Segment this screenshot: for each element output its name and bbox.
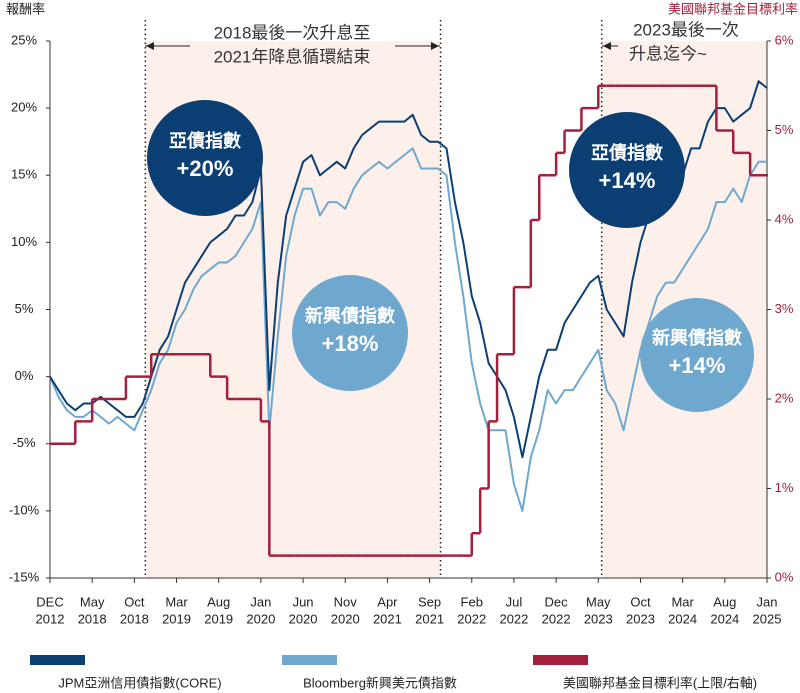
y2-tick-label: 0% <box>775 569 794 584</box>
x-tick-label: 2012 <box>36 611 65 626</box>
y-tick-label: 25% <box>11 32 37 47</box>
annotation-text: 2023最後一次 <box>633 20 739 39</box>
y2-tick-label: 5% <box>775 122 794 137</box>
y2-tick-label: 3% <box>775 301 794 316</box>
legend-swatch <box>533 655 588 665</box>
arrow-head <box>603 42 611 50</box>
y2-tick-label: 4% <box>775 211 794 226</box>
arrow-head <box>146 42 154 50</box>
x-tick-label: Mar <box>671 594 694 609</box>
x-tick-label: 2024 <box>710 611 739 626</box>
callout-circle <box>292 275 408 391</box>
y-tick-label: 5% <box>15 301 34 316</box>
x-tick-label: 2020 <box>331 611 360 626</box>
x-tick-label: 2025 <box>753 611 782 626</box>
legend-swatch <box>30 655 85 665</box>
x-tick-label: 2022 <box>457 611 486 626</box>
callout-circle <box>640 298 754 412</box>
legend-label: Bloomberg新興美元債指數 <box>303 675 457 690</box>
y-tick-label: -5% <box>12 435 36 450</box>
y2-tick-label: 6% <box>775 32 794 47</box>
x-tick-label: 2021 <box>373 611 402 626</box>
callout-value: +14% <box>669 353 726 378</box>
annotation-text: 2021年降息循環結束 <box>214 47 371 66</box>
y-tick-label: 15% <box>11 167 37 182</box>
x-tick-label: 2019 <box>204 611 233 626</box>
legend-swatch <box>282 655 337 665</box>
y2-axis-label: 美國聯邦基金目標利率 <box>668 1 798 16</box>
arrow-head <box>431 42 439 50</box>
y2-tick-label: 2% <box>775 390 794 405</box>
callout-circle <box>147 100 263 216</box>
x-tick-label: Aug <box>713 594 736 609</box>
annotation-text: 2018最後一次升息至 <box>214 23 371 42</box>
x-tick-label: 2020 <box>289 611 318 626</box>
y2-tick-label: 1% <box>775 480 794 495</box>
x-tick-label: 2023 <box>626 611 655 626</box>
x-tick-label: 2022 <box>542 611 571 626</box>
callout-value: +14% <box>599 168 656 193</box>
x-tick-label: Oct <box>124 594 145 609</box>
x-tick-label: Aug <box>207 594 230 609</box>
callout-value: +20% <box>177 156 234 181</box>
x-tick-label: 2022 <box>499 611 528 626</box>
x-tick-label: Jan <box>250 594 271 609</box>
x-tick-label: Nov <box>334 594 358 609</box>
x-tick-label: Jan <box>757 594 778 609</box>
x-tick-label: May <box>80 594 105 609</box>
callout-name: 新興債指數 <box>305 305 395 326</box>
x-tick-label: DEC <box>36 594 63 609</box>
y-axis-label: 報酬率 <box>6 1 45 16</box>
x-tick-label: Jun <box>293 594 314 609</box>
y-tick-label: 0% <box>15 368 34 383</box>
y-tick-label: 10% <box>11 234 37 249</box>
x-tick-label: 2018 <box>78 611 107 626</box>
callout-name: 亞債指數 <box>169 130 241 151</box>
x-tick-label: Dec <box>545 594 569 609</box>
legend-label: JPM亞洲信用債指數(CORE) <box>58 675 221 690</box>
x-tick-label: Feb <box>461 594 483 609</box>
x-tick-label: 2018 <box>120 611 149 626</box>
x-tick-label: Mar <box>165 594 188 609</box>
annotation-text: 升息迄今~ <box>629 44 707 63</box>
callout-name: 亞債指數 <box>591 142 663 163</box>
x-tick-label: Sep <box>418 594 441 609</box>
y-tick-label: -15% <box>9 569 40 584</box>
x-tick-label: 2020 <box>246 611 275 626</box>
x-tick-label: Jul <box>506 594 523 609</box>
callout-circle <box>569 112 685 228</box>
callout-value: +18% <box>322 331 379 356</box>
x-tick-label: Oct <box>630 594 651 609</box>
y-tick-label: 20% <box>11 100 37 115</box>
callout-name: 新興債指數 <box>652 327 742 348</box>
x-tick-label: 2021 <box>415 611 444 626</box>
x-tick-label: 2023 <box>584 611 613 626</box>
x-tick-label: 2024 <box>668 611 697 626</box>
x-tick-label: Apr <box>377 594 398 609</box>
y-tick-label: -10% <box>9 502 40 517</box>
x-tick-label: 2019 <box>162 611 191 626</box>
legend-label: 美國聯邦基金目標利率(上限/右軸) <box>563 675 757 690</box>
x-tick-label: May <box>586 594 611 609</box>
